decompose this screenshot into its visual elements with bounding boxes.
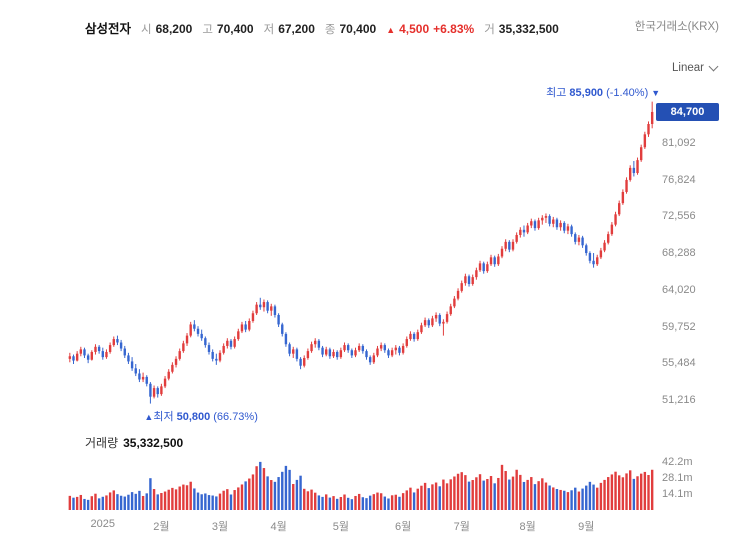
price-axis-label: 55,484 — [662, 357, 696, 370]
volume-axis-label: 28.1m — [662, 471, 693, 484]
exchange-label: 한국거래소(KRX) — [634, 21, 719, 33]
down-arrow-icon: ▼ — [651, 87, 661, 98]
volume-pane-title: 거래량 35,332,500 — [85, 434, 183, 451]
open-value: 68,200 — [155, 22, 193, 36]
scale-label: Linear — [672, 62, 704, 74]
volume-label: 거 — [484, 24, 495, 36]
price-change: ▲ 4,500 +6.83% — [386, 22, 474, 36]
scale-selector[interactable]: Linear — [672, 61, 719, 74]
low-label: 저 — [263, 24, 275, 36]
up-arrow-icon: ▲ — [144, 411, 154, 422]
low-price-annotation: ▲최저 50,800 (66.73%) — [144, 408, 260, 424]
high-field: 고 70,400 — [202, 21, 253, 37]
low-anno-percent: (66.73%) — [213, 410, 258, 423]
x-axis-label: 2월 — [153, 521, 170, 533]
x-axis-label: 9월 — [578, 521, 595, 533]
price-axis-label: 81,092 — [662, 137, 696, 149]
low-anno-value: 50,800 — [176, 410, 211, 423]
volume-axis-label: 14.1m — [662, 487, 693, 500]
volume-field: 거 35,332,500 — [484, 21, 559, 37]
x-axis-label: 7월 — [453, 521, 470, 533]
volume-value: 35,332,500 — [498, 22, 559, 36]
price-axis-label: 72,556 — [662, 210, 696, 223]
volume-title-label: 거래량 — [85, 436, 119, 450]
x-axis-label: 5월 — [332, 521, 349, 533]
high-value: 70,400 — [216, 22, 254, 36]
high-anno-label: 최고 — [546, 86, 567, 99]
close-field: 종 70,400 — [325, 21, 376, 37]
price-axis-label: 64,020 — [662, 283, 696, 296]
up-arrow-icon: ▲ — [386, 25, 396, 35]
low-anno-label: 최저 — [153, 410, 174, 423]
stock-summary-header: 삼성전자 시 68,200 고 70,400 저 67,200 종 70,400… — [85, 18, 559, 37]
volume-title-value: 35,332,500 — [123, 436, 184, 450]
change-amount: 4,500 — [399, 22, 430, 36]
price-axis-label: 76,824 — [662, 173, 696, 186]
price-axis-label: 68,288 — [662, 247, 696, 260]
x-axis-label: 6월 — [394, 521, 412, 533]
high-anno-percent: (-1.40%) — [606, 86, 649, 99]
volume-axis-label: 42.2m — [662, 455, 693, 468]
open-label: 시 — [141, 24, 152, 36]
price-axis-label: 51,216 — [662, 394, 696, 406]
close-value: 70,400 — [339, 22, 377, 36]
last-price-badge: 84,700 — [656, 102, 719, 121]
x-axis-label: 3월 — [211, 521, 229, 533]
stock-name: 삼성전자 — [85, 22, 132, 36]
high-price-annotation: 최고 85,900 (-1.40%) ▼ — [546, 84, 660, 100]
low-value: 67,200 — [278, 22, 315, 36]
high-anno-value: 85,900 — [569, 86, 604, 99]
x-axis-label: 4월 — [270, 521, 287, 533]
x-axis-label: 2025 — [90, 518, 116, 530]
price-axis-label: 59,752 — [662, 320, 696, 333]
open-field: 시 68,200 — [141, 21, 192, 37]
high-label: 고 — [202, 24, 213, 36]
close-label: 종 — [324, 24, 336, 36]
low-field: 저 67,200 — [264, 21, 315, 37]
change-percent: +6.83% — [433, 22, 475, 36]
x-axis-label: 8월 — [519, 521, 536, 533]
